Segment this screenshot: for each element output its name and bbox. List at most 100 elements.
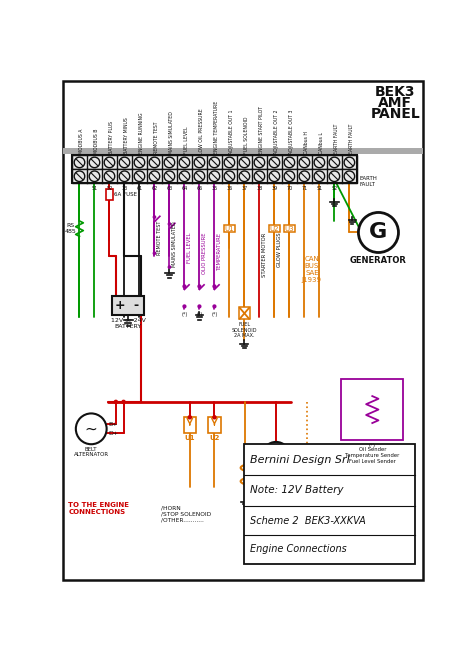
Text: FUEL
SOLENOID
2A MAX.: FUEL SOLENOID 2A MAX. — [232, 322, 257, 338]
Text: 61: 61 — [137, 186, 143, 190]
Text: ADJUSTABLE OUT 2: ADJUSTABLE OUT 2 — [274, 109, 279, 154]
Bar — [208, 417, 220, 433]
Text: 37: 37 — [241, 186, 247, 190]
Text: 63: 63 — [166, 186, 173, 190]
Text: 64: 64 — [182, 186, 188, 190]
Text: CAN
BUS
SAE
J1939: CAN BUS SAE J1939 — [302, 256, 322, 283]
Text: 36: 36 — [226, 186, 233, 190]
Text: 66: 66 — [196, 186, 202, 190]
Text: BATTERY MINUS: BATTERY MINUS — [125, 117, 129, 154]
Text: 51: 51 — [91, 186, 98, 190]
Text: (*): (*) — [211, 312, 218, 317]
Text: Scheme 2  BEK3-XXKVA: Scheme 2 BEK3-XXKVA — [250, 516, 365, 526]
Text: STARTER MOTOR: STARTER MOTOR — [262, 232, 267, 277]
Bar — [72, 156, 357, 169]
Bar — [341, 379, 403, 440]
Bar — [63, 148, 423, 154]
Text: PANEL: PANEL — [371, 107, 420, 121]
Text: BELT
ALTERNATOR: BELT ALTERNATOR — [73, 447, 109, 457]
Text: 6A FUSE: 6A FUSE — [114, 192, 137, 198]
Bar — [269, 225, 280, 232]
Text: MODBUS B: MODBUS B — [94, 128, 100, 154]
Bar — [72, 169, 357, 183]
Text: 70: 70 — [286, 186, 292, 190]
Text: BEK3: BEK3 — [375, 85, 416, 99]
Text: OLIO PRESSURE: OLIO PRESSURE — [202, 232, 207, 274]
Text: EARTH FAULT: EARTH FAULT — [334, 124, 339, 154]
Text: 62: 62 — [151, 186, 157, 190]
Text: U3: U3 — [284, 226, 294, 232]
Text: EARTH FAULT: EARTH FAULT — [349, 124, 355, 154]
Text: Engine Connections: Engine Connections — [250, 544, 346, 554]
Text: S1: S1 — [316, 186, 322, 190]
Bar — [106, 190, 113, 200]
Circle shape — [183, 285, 186, 288]
Text: U1: U1 — [184, 435, 195, 441]
Circle shape — [168, 223, 171, 225]
Text: FUEL LEVEL: FUEL LEVEL — [187, 232, 192, 263]
Circle shape — [358, 213, 399, 252]
Circle shape — [213, 285, 216, 288]
Bar — [183, 417, 196, 433]
Text: FUEL LEVEL: FUEL LEVEL — [184, 126, 190, 154]
Circle shape — [183, 305, 186, 308]
Text: ~: ~ — [85, 421, 98, 436]
Circle shape — [168, 266, 171, 268]
Bar — [72, 156, 357, 183]
Text: U1: U1 — [225, 226, 234, 232]
Text: (*): (*) — [369, 443, 376, 449]
Text: +: + — [115, 299, 126, 312]
Text: S2: S2 — [331, 186, 337, 190]
Text: U2: U2 — [209, 435, 219, 441]
Circle shape — [262, 442, 290, 470]
Text: (*): (*) — [196, 312, 202, 317]
Text: ADJUSTABLE OUT 3: ADJUSTABLE OUT 3 — [290, 110, 294, 154]
Circle shape — [76, 413, 107, 444]
Text: B+: B+ — [108, 422, 118, 426]
Circle shape — [198, 285, 201, 288]
Text: ENGINE RUNNING: ENGINE RUNNING — [139, 112, 145, 154]
Text: U2: U2 — [270, 226, 279, 232]
Text: MODBUS A: MODBUS A — [80, 129, 84, 154]
Text: MAINS SIMULATED: MAINS SIMULATED — [172, 221, 177, 267]
Bar — [224, 225, 235, 232]
Circle shape — [213, 416, 216, 419]
Bar — [244, 444, 415, 564]
Text: MAINS SIMULATED: MAINS SIMULATED — [169, 111, 174, 154]
Text: 38: 38 — [256, 186, 263, 190]
Text: 35: 35 — [211, 186, 218, 190]
Text: 71: 71 — [301, 186, 308, 190]
Text: GENERATOR: GENERATOR — [350, 256, 407, 266]
Text: GLOW PLUGS: GLOW PLUGS — [277, 232, 282, 267]
Text: ENGINE TEMPERATURE: ENGINE TEMPERATURE — [214, 101, 219, 154]
Text: REMOTE TEST: REMOTE TEST — [155, 122, 159, 154]
Text: LOW OIL PRESSURE: LOW OIL PRESSURE — [200, 108, 204, 154]
Text: Note: 12V Battery: Note: 12V Battery — [250, 485, 343, 496]
Text: BATTERY PLUS: BATTERY PLUS — [109, 121, 115, 154]
Text: ENGINE START PILOT: ENGINE START PILOT — [259, 106, 264, 154]
Text: TO THE ENGINE
CONNECTIONS: TO THE ENGINE CONNECTIONS — [68, 502, 129, 515]
Text: 52: 52 — [106, 186, 113, 190]
Text: CANbus L: CANbus L — [319, 132, 324, 154]
Text: 33: 33 — [121, 186, 128, 190]
Text: EARTH
FAULT: EARTH FAULT — [359, 177, 377, 187]
Circle shape — [122, 400, 125, 404]
Text: 12V or 24V
BATTERY: 12V or 24V BATTERY — [111, 318, 146, 329]
Circle shape — [114, 400, 118, 404]
Text: TEMPERATURE: TEMPERATURE — [217, 232, 222, 271]
Text: FUEL SOLENOID: FUEL SOLENOID — [245, 116, 249, 154]
Text: REMOTE TEST: REMOTE TEST — [157, 221, 162, 255]
Circle shape — [198, 305, 201, 308]
Bar — [284, 225, 295, 232]
Text: G: G — [369, 222, 388, 243]
Text: ADJUSTABLE OUT 1: ADJUSTABLE OUT 1 — [229, 109, 235, 154]
Text: D+: D+ — [108, 431, 118, 436]
Text: (*): (*) — [182, 312, 188, 317]
Text: CANbus H: CANbus H — [304, 131, 310, 154]
Text: RS
485: RS 485 — [64, 223, 76, 234]
Circle shape — [153, 252, 155, 254]
Text: Bernini Design Srl: Bernini Design Srl — [250, 455, 350, 464]
Text: 39: 39 — [271, 186, 277, 190]
Circle shape — [153, 216, 155, 218]
Text: Oil Sender
Temperature Sender
Fuel Level Sender: Oil Sender Temperature Sender Fuel Level… — [345, 447, 400, 464]
